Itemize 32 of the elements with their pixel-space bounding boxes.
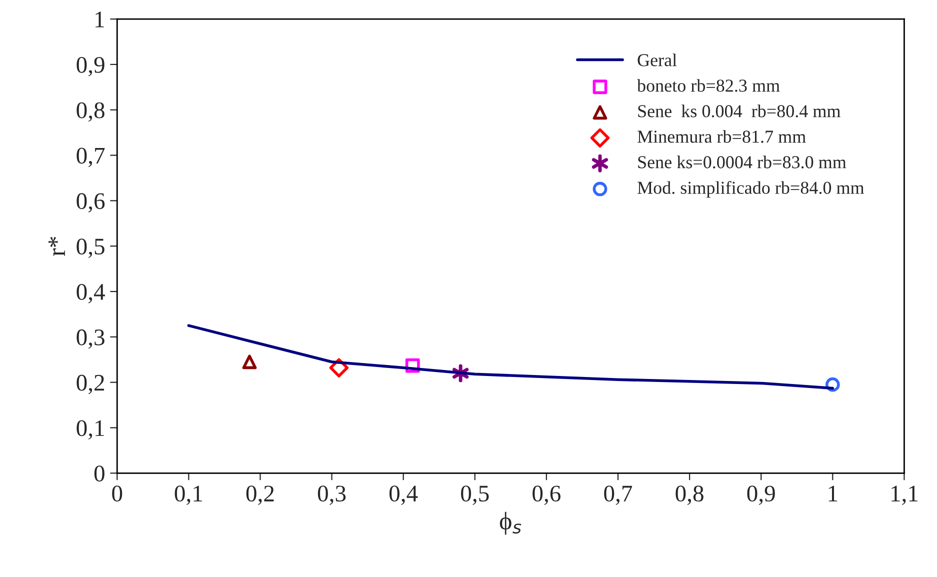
legend-label: Mod. simplificado rb=84.0 mm <box>638 181 864 198</box>
x-tick-label: 0,6 <box>532 486 560 505</box>
y-tick-label: 0,6 <box>76 193 105 213</box>
x-tick-label: 0,9 <box>747 486 775 505</box>
x-tick-label: 0,8 <box>676 486 704 505</box>
x-tick-label: 1,1 <box>892 486 918 505</box>
y-tick-label: 0,7 <box>76 148 105 168</box>
legend-label: Sene ks 0.004 rb=80.4 mm <box>638 104 840 118</box>
x-axis-title: ϕ$_{s}$ <box>500 512 522 535</box>
legend-label: Minemura rb=81.7 mm <box>638 130 806 143</box>
y-tick-label: 0 <box>94 466 104 482</box>
y-tick-label: 0,4 <box>76 284 105 304</box>
x-tick-label: 0 <box>112 486 122 502</box>
y-tick-label: 0,1 <box>76 420 104 440</box>
y-axis-title: r* <box>48 236 65 256</box>
y-tick-label: 0,5 <box>76 238 104 258</box>
legend-label: Geral <box>638 54 677 66</box>
x-tick-label: 0,3 <box>318 486 346 505</box>
legend-label: boneto rb=82.3 mm <box>637 79 780 92</box>
x-tick-label: 0,2 <box>246 486 274 505</box>
point <box>242 354 257 370</box>
y-tick-label: 0,3 <box>76 329 104 349</box>
y-tick-label: 0,2 <box>76 374 104 394</box>
x-tick-label: 0,5 <box>461 486 489 505</box>
y-tick-label: 0,9 <box>76 56 104 76</box>
y-tick-label: 1 <box>96 12 104 28</box>
x-tick-label: 0,4 <box>389 486 418 505</box>
legend-label: Sene ks=0.0004 rb=83.0 mm <box>638 156 846 168</box>
x-tick-label: 1 <box>828 486 838 502</box>
x-tick-label: 0,1 <box>174 486 202 505</box>
x-tick-label: 0,7 <box>604 486 632 505</box>
y-tick-label: 0,8 <box>76 102 104 122</box>
